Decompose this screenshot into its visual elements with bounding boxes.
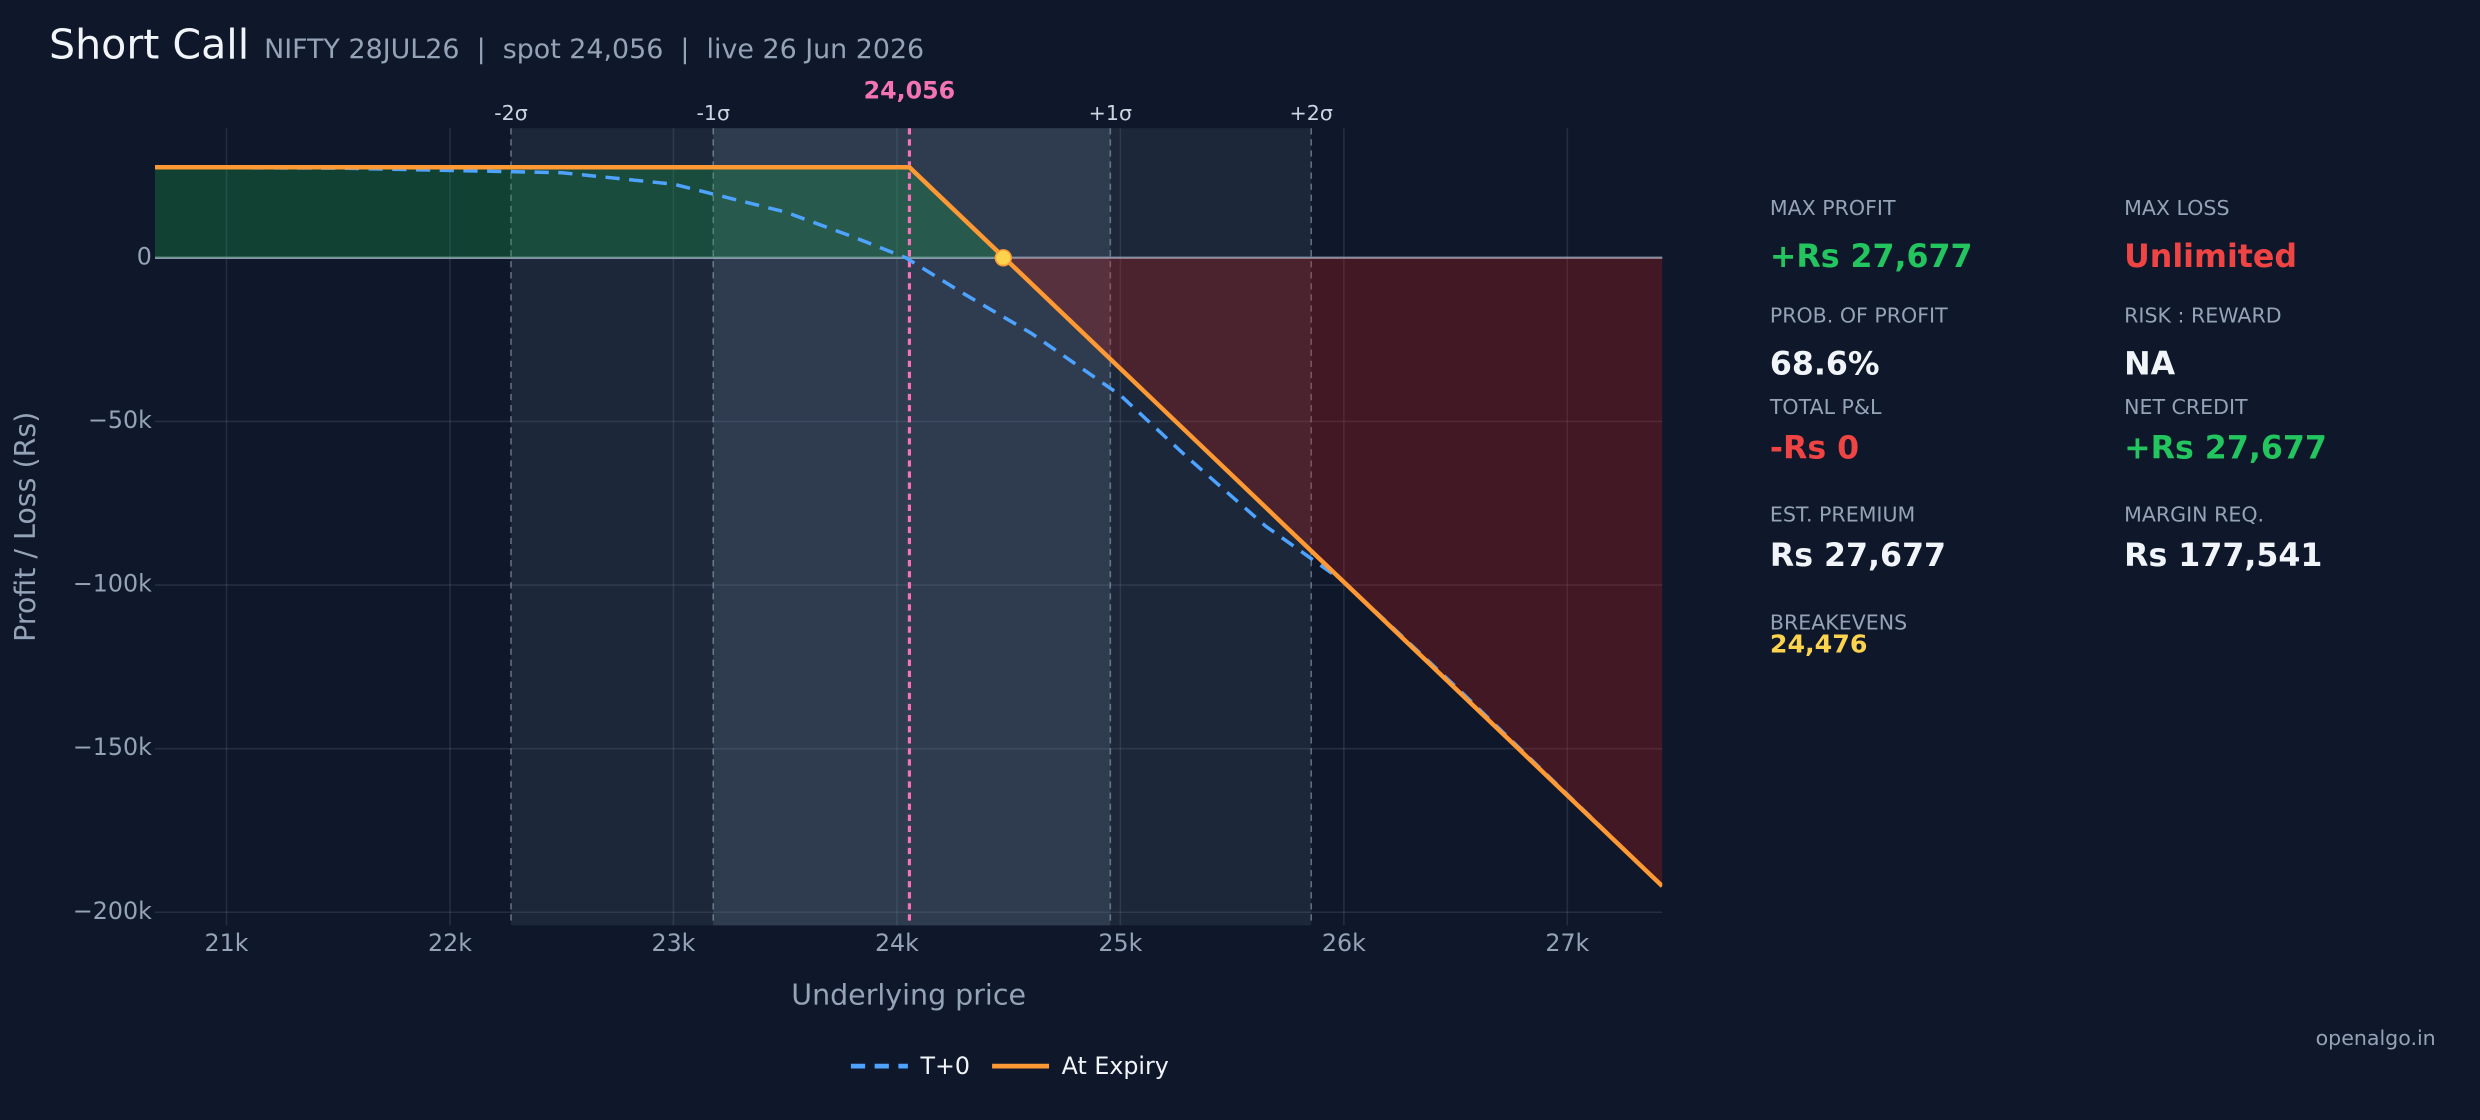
- sigma-label: -1σ: [696, 101, 730, 125]
- x-tick-label: 23k: [651, 929, 695, 957]
- stat-value: Unlimited: [2124, 239, 2297, 275]
- series-line: [155, 165, 1663, 888]
- title: Short Call: [49, 21, 249, 69]
- stat-label: RISK : REWARD: [2124, 303, 2281, 327]
- stat-label: MAX LOSS: [2124, 196, 2229, 220]
- stat-label: PROB. OF PROFIT: [1770, 303, 1948, 327]
- breakeven-value: 24,476: [1770, 629, 1868, 658]
- stat-value: +Rs 27,677: [2124, 430, 2327, 466]
- y-tick-label: −200k: [73, 897, 152, 925]
- stat-label: TOTAL P&L: [1769, 395, 1882, 419]
- stat-value: -Rs 0: [1770, 430, 1859, 466]
- stat-label: EST. PREMIUM: [1770, 503, 1915, 527]
- y-tick-label: −100k: [73, 570, 152, 598]
- subtitle: NIFTY 28JUL26 | spot 24,056 | live 26 Ju…: [264, 34, 924, 65]
- y-tick-label: 0: [137, 242, 152, 270]
- stat-label: NET CREDIT: [2124, 395, 2248, 419]
- y-axis-label: Profit / Loss (Rs): [9, 412, 42, 642]
- stat-value: Rs 27,677: [1770, 538, 1946, 574]
- stat-value: 68.6%: [1770, 346, 1880, 382]
- breakeven-marker: [994, 249, 1012, 267]
- stat-label: BREAKEVENS: [1770, 610, 1907, 634]
- series-line: [155, 165, 1663, 888]
- x-tick-label: 26k: [1322, 929, 1366, 957]
- y-tick-label: −50k: [88, 406, 152, 434]
- x-tick-label: 27k: [1545, 929, 1589, 957]
- profit-area: [155, 167, 1663, 258]
- x-axis-label: Underlying price: [791, 979, 1026, 1012]
- x-tick-label: 25k: [1098, 929, 1142, 957]
- spot-label: 24,056: [864, 76, 956, 104]
- stat-label: MARGIN REQ.: [2124, 503, 2264, 527]
- x-tick-label: 24k: [875, 929, 919, 957]
- x-tick-label: 21k: [205, 929, 249, 957]
- stat-value: NA: [2124, 346, 2175, 382]
- legend-label: At Expiry: [1062, 1052, 1169, 1080]
- y-tick-label: −150k: [73, 733, 152, 761]
- sigma-label: -2σ: [494, 101, 528, 125]
- sigma-label: +1σ: [1089, 101, 1132, 125]
- stat-value: +Rs 27,677: [1770, 239, 1973, 275]
- sigma-label: +2σ: [1290, 101, 1333, 125]
- stat-label: MAX PROFIT: [1770, 196, 1896, 220]
- x-tick-label: 22k: [428, 929, 472, 957]
- legend-label: T+0: [920, 1052, 970, 1080]
- stat-value: Rs 177,541: [2124, 538, 2322, 574]
- footer: openalgo.in: [2316, 1026, 2436, 1050]
